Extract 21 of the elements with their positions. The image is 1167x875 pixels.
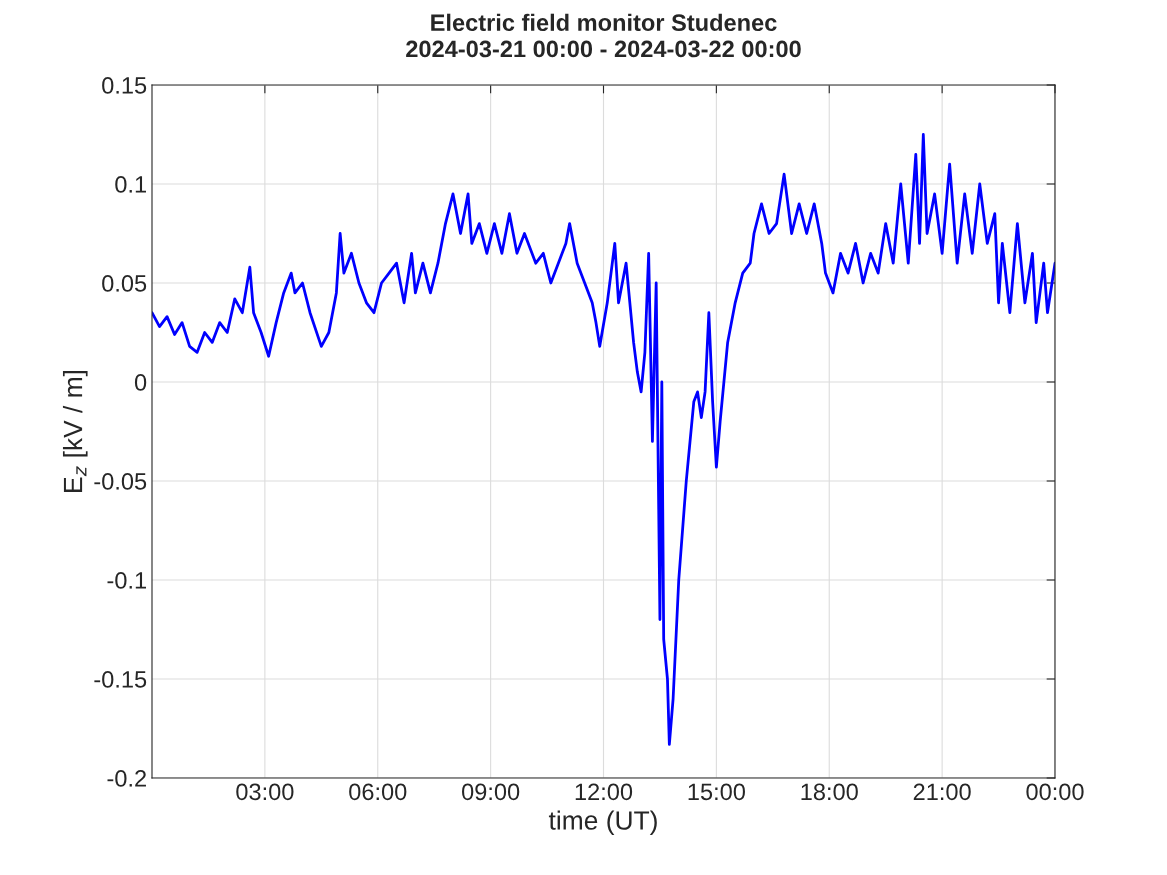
y-tick-label: -0.1 (107, 572, 146, 589)
x-axis-title: time (UT) (548, 810, 657, 836)
y-tick-label: 0 (134, 374, 147, 391)
chart-title: Electric field monitor Studenec (431, 13, 777, 32)
y-tick-label: 0.05 (102, 275, 147, 292)
y-tick-label: 0.1 (115, 176, 146, 193)
x-tick-label: 00:00 (1026, 783, 1084, 801)
y-tick-label: -0.05 (94, 473, 147, 490)
x-tick-label: 21:00 (913, 783, 971, 801)
x-tick-label: 06:00 (349, 783, 407, 801)
line-series (152, 133, 1055, 746)
x-tick-label: 15:00 (688, 783, 745, 801)
y-axis-title: E$_{z}$ [kV / m] (62, 370, 88, 492)
x-tick-label: 12:00 (575, 783, 633, 801)
y-tick-label: 0.15 (102, 77, 147, 94)
x-tick-label: 18:00 (801, 783, 858, 801)
y-tick-label: -0.2 (107, 770, 146, 787)
y-tick-label: -0.15 (94, 671, 147, 688)
x-tick-label: 03:00 (236, 783, 294, 801)
chart-subtitle: 2024-03-21 00:00 - 2024-03-22 00:00 (406, 40, 801, 58)
x-tick-label: 09:00 (462, 783, 520, 801)
